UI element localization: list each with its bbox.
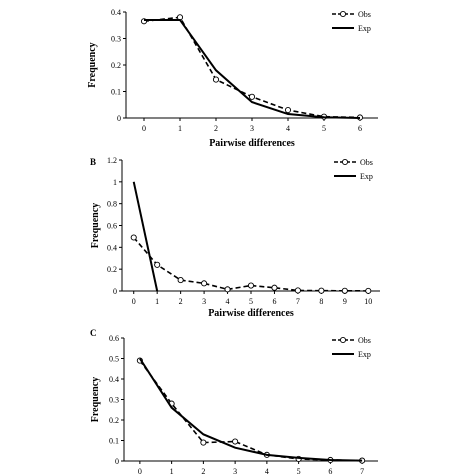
chart2-series-obs-point	[154, 261, 161, 268]
chart1-x-tick-label: 0	[142, 124, 146, 133]
chart1-legend-exp-label: Exp	[358, 24, 371, 33]
chart3-x-tick-label: 7	[360, 467, 364, 474]
chart3-series-exp-line	[139, 357, 363, 462]
chart1-y-axis-label: Frequency	[87, 42, 98, 87]
chart3-y-tick-label: 0.3	[109, 396, 119, 405]
chart2-series-obs-point	[318, 287, 325, 294]
chart2-x-tick-label: 8	[319, 297, 323, 306]
chart2-y-tick-label: 0.2	[107, 265, 117, 274]
chart3-x-tick-label: 2	[201, 467, 205, 474]
chart2-series-obs-point	[177, 277, 184, 284]
chart3-series-obs-line	[139, 360, 363, 462]
chart3-x-tick-label: 3	[233, 467, 237, 474]
chart3-panel-label: C	[90, 328, 97, 338]
chart2-y-tick-label: 0.4	[107, 243, 117, 252]
chart3-series-obs-point	[200, 439, 207, 446]
chart2-y-tick-label: 0.6	[107, 222, 117, 231]
chart2-series-obs-point	[271, 284, 278, 291]
chart2-x-tick-label: 3	[202, 297, 206, 306]
chart1-series-obs-point	[212, 76, 220, 83]
chart3-x-tick-label: 6	[328, 467, 332, 474]
chart3-y-axis-label: Frequency	[90, 377, 101, 422]
chart3-legend-obs-marker	[339, 336, 347, 344]
chart3-series-obs-point	[232, 438, 239, 445]
chart3-y-tick-label: 0.2	[109, 416, 119, 425]
chart2-series-obs-point	[365, 287, 372, 294]
chart2-y-tick-label: 0.8	[107, 200, 117, 209]
chart1-series-obs-point	[284, 107, 292, 114]
chart1-legend-obs-marker	[339, 10, 347, 18]
chart2-x-tick-label: 7	[296, 297, 300, 306]
chart1-x-axis-label: Pairwise differences	[209, 138, 295, 149]
chart2-x-tick-label: 4	[226, 297, 230, 306]
chart2-series-exp-line	[132, 181, 159, 292]
chart1-y-tick-label: 0.2	[111, 61, 121, 70]
chart2-x-tick-label: 9	[343, 297, 347, 306]
chart2-y-tick-label: 0	[113, 287, 117, 296]
chart2-x-tick-label: 2	[179, 297, 183, 306]
chart2-series-obs-point	[201, 280, 208, 287]
chart2-x-tick-label: 10	[364, 297, 372, 306]
chart2-legend-obs-marker	[341, 158, 349, 166]
chart3-y-tick-label: 0.5	[109, 355, 119, 364]
chart3-y-tick-label: 0	[115, 457, 119, 466]
chart3-x-tick-label: 5	[297, 467, 301, 474]
chart2-x-tick-label: 6	[272, 297, 276, 306]
chart2-series-obs-point	[247, 282, 255, 289]
chart2-y-tick-label: 1.2	[107, 156, 117, 165]
chart2-x-tick-label: 5	[249, 297, 253, 306]
chart1-x-tick-label: 1	[178, 124, 182, 133]
chart1-x-tick-label: 3	[250, 124, 254, 133]
chart2-y-tick-label: 1	[113, 178, 117, 187]
chart1-x-tick-label: 5	[322, 124, 326, 133]
chart3-legend-exp-label: Exp	[358, 350, 371, 359]
chart3-x-tick-label: 0	[138, 467, 142, 474]
chart2-y-axis-label: Frequency	[90, 203, 101, 248]
chart2-x-axis-label: Pairwise differences	[208, 308, 294, 319]
chart1-x-tick-label: 6	[358, 124, 362, 133]
chart2-x-tick-label: 0	[132, 297, 136, 306]
chart1-x-tick-label: 2	[214, 124, 218, 133]
chart2-series-obs-point	[130, 234, 137, 241]
chart1-series-obs-point	[248, 93, 256, 100]
chart2-series-obs-point	[294, 287, 301, 294]
chart2-x-tick-label: 1	[155, 297, 159, 306]
chart3-legend-obs-label: Obs	[358, 336, 371, 345]
chart1-series-exp-line	[144, 18, 361, 119]
chart3-y-tick-label: 0.6	[109, 334, 119, 343]
chart2-panel-label: B	[90, 157, 96, 167]
chart1-legend-obs-label: Obs	[358, 10, 371, 19]
chart1-x-tick-label: 4	[286, 124, 290, 133]
chart3-y-tick-label: 0.4	[109, 375, 119, 384]
chart3-x-tick-label: 1	[170, 467, 174, 474]
chart2-series-obs-point	[341, 287, 348, 294]
chart2-legend-obs-label: Obs	[360, 158, 373, 167]
chart3-x-tick-label: 4	[265, 467, 269, 474]
chart2-legend-exp-label: Exp	[360, 172, 373, 181]
chart1-y-tick-label: 0.4	[111, 8, 121, 17]
chart2-series-obs-point	[224, 286, 231, 293]
chart1-y-tick-label: 0	[117, 114, 121, 123]
chart1-y-tick-label: 0.3	[111, 35, 121, 44]
chart1-y-tick-label: 0.1	[111, 88, 121, 97]
chart3-y-tick-label: 0.1	[109, 437, 119, 446]
